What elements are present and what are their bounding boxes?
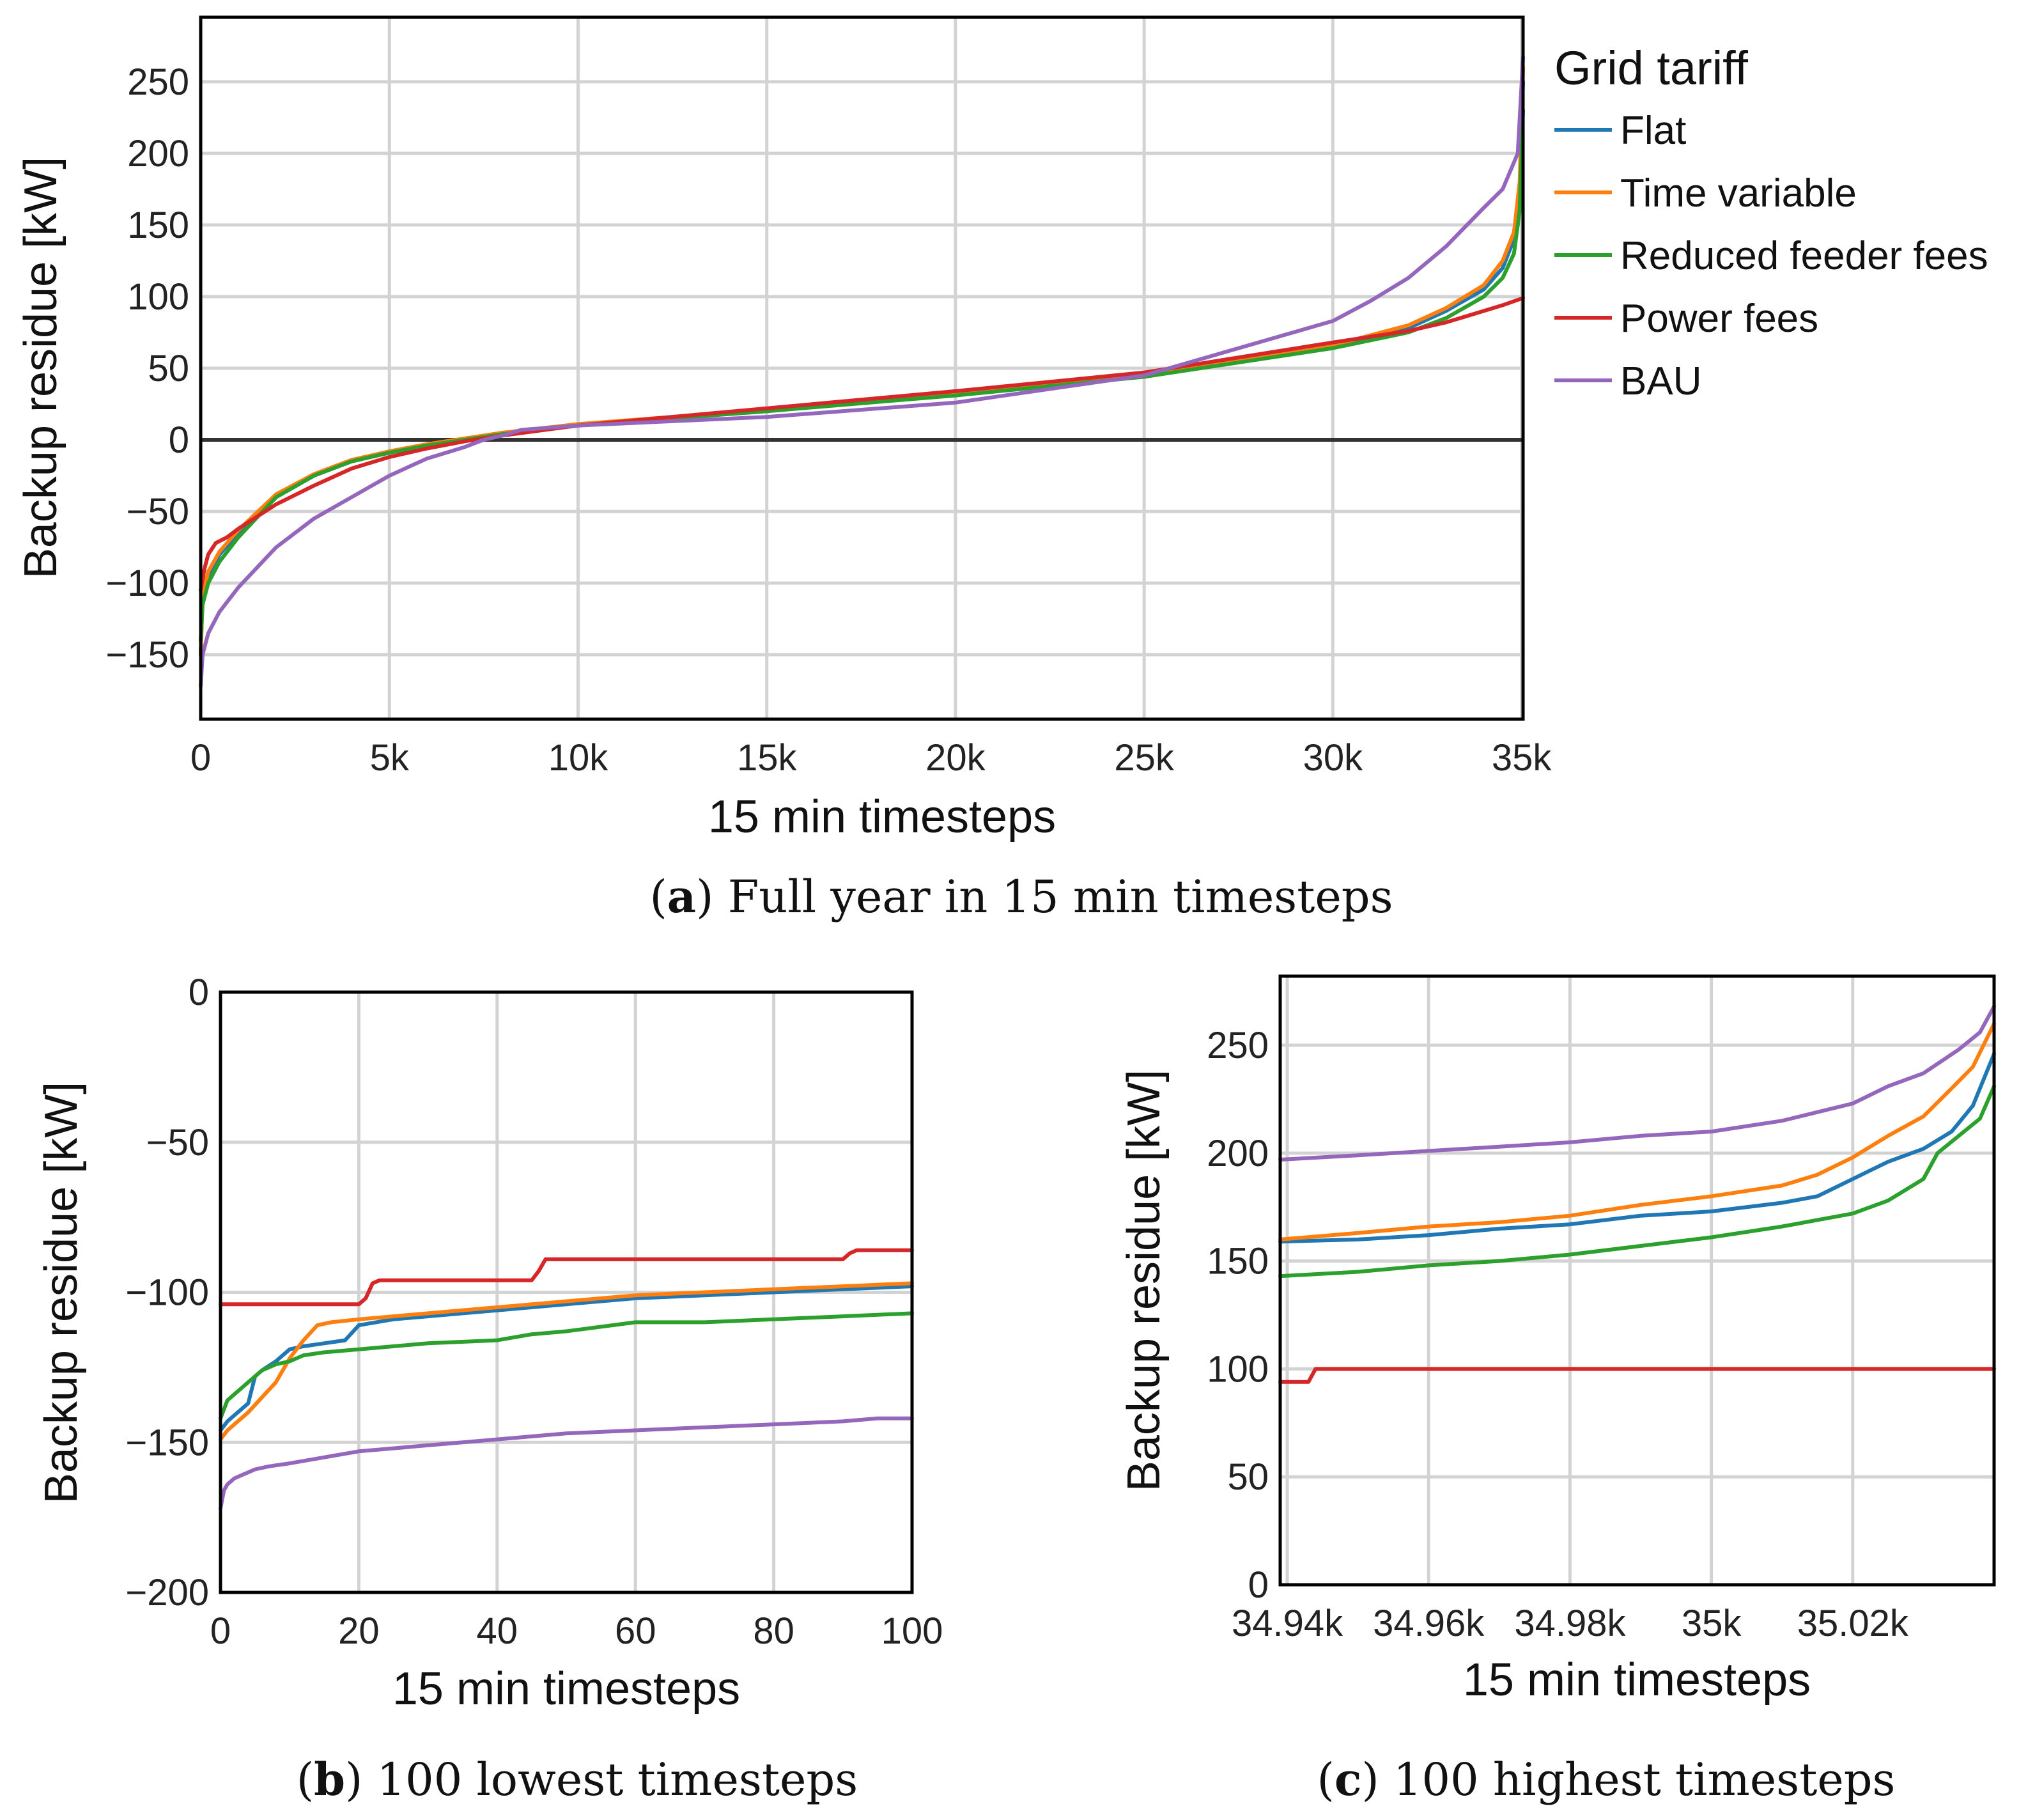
panel-b-y-tick-label: 0 — [189, 972, 209, 1013]
panel-a-y-tick-label: 0 — [169, 419, 189, 461]
panel-b-x-tick-label: 100 — [881, 1610, 943, 1652]
panel-a-y-axis-label: Backup residue [kW] — [15, 157, 66, 579]
panel-b-x-tick-label: 80 — [753, 1610, 794, 1652]
panel-a-series-power-fees — [199, 296, 1525, 593]
caption-c-text: ) 100 highest timesteps — [1361, 1754, 1895, 1806]
panel-a-x-tick-label: 0 — [190, 737, 211, 779]
panel-a-y-tick-label: 50 — [148, 348, 189, 389]
panel-a-series-reduced-feeder-fees — [199, 108, 1525, 642]
caption-b-text: ) 100 lowest timesteps — [345, 1754, 858, 1806]
panel-b-x-tick-label: 20 — [338, 1610, 380, 1652]
panel-a-y-tick-label: 200 — [127, 133, 189, 175]
panel-b-x-tick-labels: 0 20 40 60 80 100 — [210, 1610, 943, 1652]
legend-label-power-fees: Power fees — [1620, 297, 1818, 341]
panel-c-x-tick-label: 35k — [1682, 1603, 1742, 1644]
panel-c-y-axis-label: Backup residue [kW] — [1118, 1069, 1170, 1491]
panel-c-highest: 34.94k 34.96k 34.98k 35k 35.02k 0 50 100 150 200… — [1118, 974, 1996, 1806]
panel-a-series-time-variable — [199, 65, 1525, 657]
panel-b-plot-frame — [219, 990, 914, 1594]
panel-c-x-axis-label: 15 min timesteps — [1463, 1654, 1811, 1706]
panel-a-x-tick-label: 25k — [1114, 737, 1175, 779]
panel-c-series-reduced-feeder-fees — [1278, 1084, 1996, 1279]
panel-c-x-tick-label: 35.02k — [1797, 1603, 1909, 1644]
panel-c-series — [1278, 1004, 1996, 1384]
panel-c-series-flat — [1278, 1052, 1996, 1244]
panel-a-caption: (a) Full year in 15 min timesteps — [649, 870, 1393, 923]
panel-b-y-tick-label: −50 — [146, 1122, 209, 1163]
panel-a-plot-frame — [199, 15, 1525, 721]
caption-c-open-paren: ( — [1317, 1754, 1335, 1806]
legend-label-time-variable: Time variable — [1620, 171, 1857, 215]
panel-a-series-bau — [199, 55, 1525, 688]
panel-c-plot-frame — [1278, 974, 1996, 1587]
caption-b-open-paren: ( — [297, 1754, 314, 1806]
panel-b-caption: (b) 100 lowest timesteps — [297, 1753, 858, 1806]
panel-a-x-tick-label: 15k — [737, 737, 798, 779]
panel-a-full-year: 0 5k 10k 15k 20k 25k 30k 35k −150 −100 −50 0 50 100 1… — [15, 15, 1552, 923]
panel-a-x-tick-label: 30k — [1303, 737, 1364, 779]
panel-c-y-tick-labels: 0 50 100 150 200 250 — [1207, 1025, 1269, 1606]
panel-a-y-tick-label: 250 — [127, 61, 189, 103]
panel-c-y-tick-label: 250 — [1207, 1025, 1269, 1066]
panel-b-series-flat — [219, 1284, 914, 1433]
legend: Grid tariff Flat Time variable Reduced fee… — [1554, 42, 1988, 403]
caption-a-text: ) Full year in 15 min timesteps — [696, 871, 1393, 923]
panel-c-x-tick-label: 34.94k — [1232, 1603, 1343, 1644]
panel-c-y-tick-label: 50 — [1227, 1456, 1269, 1498]
panel-b-series-bau — [219, 1416, 914, 1511]
panel-b-x-axis-label: 15 min timesteps — [392, 1663, 740, 1715]
panel-b-y-axis-label: Backup residue [kW] — [36, 1082, 87, 1504]
panel-a-y-tick-label: 150 — [127, 205, 189, 246]
legend-label-flat: Flat — [1620, 109, 1686, 153]
panel-a-series — [199, 55, 1525, 688]
panel-c-x-tick-labels: 34.94k 34.96k 34.98k 35k 35.02k — [1232, 1603, 1909, 1644]
panel-a-y-tick-label: −50 — [127, 491, 189, 533]
panel-b-series-power-fees — [219, 1248, 914, 1307]
panel-c-y-tick-label: 200 — [1207, 1133, 1269, 1174]
panel-c-x-tick-label: 34.98k — [1514, 1603, 1626, 1644]
caption-a-label: a — [667, 870, 696, 923]
panel-c-series-power-fees — [1278, 1367, 1996, 1384]
panel-b-y-tick-label: −200 — [125, 1572, 209, 1614]
panel-b-y-tick-label: −100 — [125, 1272, 209, 1314]
panel-b-x-tick-label: 60 — [615, 1610, 656, 1652]
panel-a-y-tick-label: 100 — [127, 276, 189, 318]
panel-c-y-tick-label: 150 — [1207, 1241, 1269, 1282]
panel-b-y-tick-label: −150 — [125, 1422, 209, 1463]
panel-b-series-reduced-feeder-fees — [219, 1311, 914, 1420]
panel-b-x-tick-label: 0 — [210, 1610, 231, 1652]
panel-c-grid — [1280, 976, 1994, 1587]
panel-a-x-tick-label: 20k — [925, 737, 986, 779]
panel-b-lowest: 0 20 40 60 80 100 −200 −150 −100 −50 0 15 min tim… — [36, 972, 943, 1806]
panel-c-x-tick-label: 34.96k — [1373, 1603, 1485, 1644]
panel-c-series-time-variable — [1278, 1022, 1996, 1241]
caption-b-label: b — [314, 1753, 345, 1806]
panel-b-series — [219, 1248, 914, 1511]
panel-a-grid — [199, 17, 1524, 719]
caption-c-label: c — [1335, 1753, 1362, 1806]
legend-label-bau: BAU — [1620, 359, 1701, 403]
panel-b-series-time-variable — [219, 1281, 914, 1442]
panel-a-x-tick-label: 10k — [548, 737, 609, 779]
legend-items: Flat Time variable Reduced feeder fees Powe… — [1554, 109, 1988, 403]
panel-c-y-tick-label: 0 — [1248, 1564, 1269, 1606]
panel-a-y-tick-label: −100 — [105, 563, 189, 604]
legend-title: Grid tariff — [1554, 42, 1748, 95]
panel-a-y-tick-label: −150 — [105, 634, 189, 676]
panel-a-x-tick-label: 5k — [370, 737, 410, 779]
panel-a-y-tick-labels: −150 −100 −50 0 50 100 150 200 250 — [105, 61, 189, 676]
panel-c-caption: (c) 100 highest timesteps — [1317, 1753, 1896, 1806]
panel-b-x-tick-label: 40 — [477, 1610, 518, 1652]
panel-a-x-tick-labels: 0 5k 10k 15k 20k 25k 30k 35k — [190, 737, 1552, 779]
panel-c-y-tick-label: 100 — [1207, 1348, 1269, 1390]
panel-c-series-bau — [1278, 1004, 1996, 1162]
panel-b-y-tick-labels: −200 −150 −100 −50 0 — [125, 972, 209, 1614]
caption-a-open-paren: ( — [649, 871, 667, 923]
panel-a-x-axis-label: 15 min timesteps — [708, 791, 1056, 843]
panel-a-x-tick-label: 35k — [1492, 737, 1552, 779]
legend-label-reduced-feeder-fees: Reduced feeder fees — [1620, 234, 1988, 278]
